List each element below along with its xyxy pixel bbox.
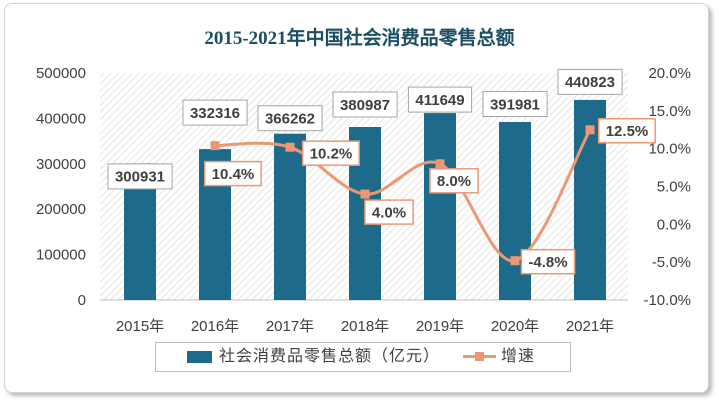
bar-data-label-text: 411649 [415, 92, 464, 109]
left-axis-tick-label: 100000 [36, 247, 86, 264]
bar-2019 [424, 113, 456, 300]
right-axis-tick-label: 0.0% [657, 216, 691, 233]
bar-data-label-2020: 391981 [482, 91, 548, 117]
left-axis-tick-label: 0 [78, 292, 86, 309]
growth-marker-2017 [285, 142, 295, 152]
growth-marker-2021 [585, 125, 595, 135]
bar-data-label-box [407, 86, 473, 113]
growth-data-label-2019: 8.0% [429, 168, 479, 194]
right-axis-tick-label: 15.0% [648, 103, 691, 120]
bar-data-label-text: 440823 [565, 74, 615, 91]
bar-data-label-2016: 332316 [182, 99, 248, 126]
growth-data-label-2016: 10.4% [203, 160, 262, 187]
bar-data-label-text: 366262 [265, 111, 315, 128]
legend-label-retail-sales: 社会消费品零售总额（亿元） [219, 348, 441, 365]
growth-data-label-box [203, 160, 262, 187]
bar-data-label-box [182, 99, 248, 126]
growth-data-label-2018: 4.0% [364, 199, 414, 225]
line-markers [210, 125, 595, 266]
bar-data-label-2015: 300931 [107, 163, 173, 190]
bar-data-label-box [107, 163, 173, 190]
bar-data-label-text: 332316 [190, 105, 240, 122]
x-axis-label-2021: 2021年 [566, 318, 614, 335]
legend-label-growth: 增速 [501, 348, 536, 365]
growth-data-label-text: -4.8% [528, 254, 567, 271]
growth-marker-2020 [510, 256, 520, 266]
growth-data-label-text: 10.2% [310, 146, 353, 163]
growth-marker-2019 [435, 159, 445, 169]
growth-data-label-box [364, 199, 414, 225]
growth-marker-2016 [210, 141, 220, 151]
right-axis-tick-label: 10.0% [648, 141, 691, 158]
bar-data-label-box [257, 105, 323, 132]
left-axis-labels: 0 100000 200000 300000 400000 500000 [36, 65, 86, 309]
legend-line-marker [475, 352, 484, 361]
growth-data-label-2021: 12.5% [597, 118, 656, 144]
legend: 社会消费品零售总额（亿元） 增速 [155, 342, 571, 372]
growth-data-label-2017: 10.2% [301, 140, 360, 166]
growth-data-label-box [301, 140, 360, 166]
bar-data-label-2017: 366262 [257, 105, 323, 132]
x-axis-label-2015: 2015年 [116, 318, 164, 335]
growth-data-label-text: 4.0% [372, 204, 406, 221]
left-axis-tick-label: 500000 [36, 65, 86, 82]
bar-data-label-box [482, 91, 548, 117]
bar-data-label-2019: 411649 [407, 86, 473, 113]
bar-data-label-box [332, 91, 398, 118]
chart-title: 2015-2021年中国社会消费品零售总额 [204, 28, 515, 49]
x-axis-label-2017: 2017年 [266, 318, 314, 335]
growth-data-label-2020: -4.8% [520, 248, 576, 275]
right-axis-tick-label: -5.0% [652, 254, 691, 271]
left-axis-tick-label: 300000 [36, 156, 86, 173]
right-axis-tick-label: -10.0% [643, 292, 691, 309]
bar-data-label-2021: 440823 [557, 68, 623, 95]
bar-data-labels: 300931 332316 366262 380987 411649 391981 4408… [107, 68, 623, 190]
legend-line-swatch [463, 352, 496, 361]
line-data-labels: 10.4% 10.2% 4.0% 8.0% -4.8% 12.5% [203, 118, 656, 275]
left-axis-tick-label: 400000 [36, 110, 86, 127]
x-axis-label-2018: 2018年 [341, 318, 389, 335]
right-axis-tick-label: 5.0% [657, 179, 691, 196]
bar-2017 [274, 133, 306, 300]
bar-data-label-2018: 380987 [332, 91, 398, 118]
bar-data-label-text: 380987 [340, 97, 390, 114]
bar-data-label-text: 391981 [490, 96, 540, 113]
growth-data-label-box [597, 118, 656, 144]
x-axis-label-2016: 2016年 [191, 318, 239, 335]
growth-data-label-text: 12.5% [606, 123, 649, 140]
x-axis-label-2020: 2020年 [491, 318, 539, 335]
bar-data-label-text: 300931 [115, 169, 165, 186]
x-axis-labels: 2015年 2016年 2017年 2018年 2019年 2020年 2021年 [116, 318, 614, 335]
growth-data-label-box [429, 168, 479, 194]
growth-marker-2018 [360, 189, 370, 199]
growth-data-label-box [520, 248, 576, 275]
legend-bar-swatch [187, 351, 212, 363]
bar-data-label-box [557, 68, 623, 95]
x-axis-label-2019: 2019年 [416, 318, 464, 335]
right-axis-tick-label: 20.0% [648, 65, 691, 82]
growth-data-label-text: 8.0% [437, 173, 471, 190]
left-axis-tick-label: 200000 [36, 201, 86, 218]
growth-data-label-text: 10.4% [212, 166, 255, 183]
right-axis-labels: -10.0% -5.0% 0.0% 5.0% 10.0% 15.0% 20.0% [643, 65, 691, 309]
